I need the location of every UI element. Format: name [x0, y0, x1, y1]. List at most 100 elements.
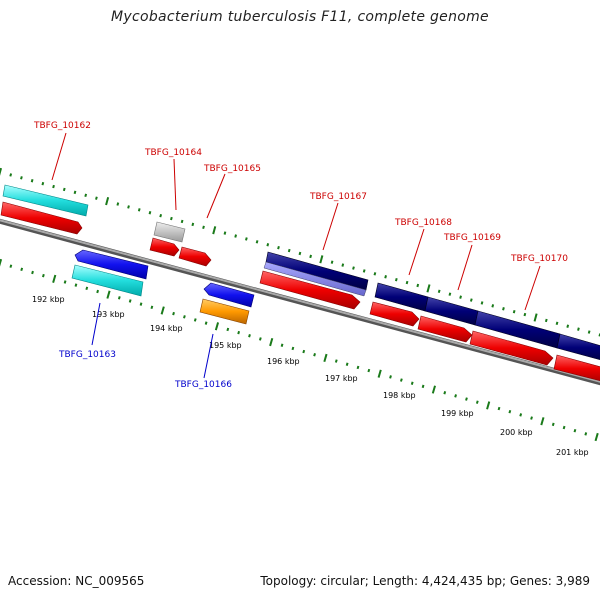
major-tick [377, 369, 382, 378]
gene-label-tbfg-10168[interactable]: TBFG_10168 [394, 218, 452, 228]
minor-tick [459, 295, 462, 299]
outer-tick-track [0, 167, 600, 337]
minor-tick [148, 211, 152, 215]
label-leaders [51, 132, 541, 379]
major-tick [0, 258, 3, 267]
minor-tick [150, 305, 154, 310]
minor-tick [512, 309, 516, 314]
gene-misc-feature[interactable] [263, 261, 367, 297]
minor-tick [139, 302, 143, 306]
gene-label-tbfg-10167[interactable]: TBFG_10167 [309, 192, 367, 202]
gene-feature[interactable] [553, 354, 600, 382]
minor-tick [373, 272, 377, 276]
gene-label-tbfg-10166[interactable]: TBFG_10166 [174, 380, 232, 390]
minor-tick [277, 245, 280, 250]
gene-cds-feature[interactable] [153, 221, 186, 243]
major-tick [431, 385, 437, 394]
minor-tick [116, 202, 120, 206]
minor-tick [245, 237, 248, 241]
gene-feature[interactable] [0, 201, 83, 235]
minor-tick [555, 321, 559, 326]
minor-tick [74, 283, 78, 287]
gene-label-tbfg-10165[interactable]: TBFG_10165 [203, 164, 261, 174]
gene-feature[interactable] [417, 315, 473, 343]
kbp-tick-label: 195 kbp [209, 341, 242, 350]
minor-tick [469, 298, 473, 302]
minor-tick [480, 301, 484, 305]
minor-tick [587, 330, 591, 334]
minor-tick [280, 343, 284, 347]
minor-tick [497, 406, 501, 411]
gene-cds-feature[interactable] [71, 264, 144, 297]
minor-tick [52, 184, 55, 189]
minor-tick [566, 324, 570, 328]
minor-tick [73, 190, 77, 195]
minor-tick [193, 318, 197, 322]
kbp-tick-label: 192 kbp [32, 295, 65, 304]
major-tick [533, 313, 538, 322]
minor-tick [291, 346, 295, 351]
minor-tick [127, 205, 130, 209]
minor-tick [117, 296, 121, 300]
minor-tick [410, 381, 414, 385]
minor-tick [416, 283, 420, 288]
kbp-tick-label: 198 kbp [383, 391, 416, 400]
major-tick [540, 417, 545, 426]
minor-tick [63, 280, 67, 284]
minor-tick [226, 327, 230, 332]
minor-tick [170, 216, 173, 221]
minor-tick [96, 289, 100, 294]
minor-tick [30, 179, 34, 183]
gene-cds-feature[interactable] [2, 184, 89, 217]
minor-tick [137, 208, 141, 212]
gene-label-tbfg-10164[interactable]: TBFG_10164 [144, 148, 202, 158]
kbp-tick-label: 196 kbp [267, 357, 300, 366]
major-tick [160, 306, 165, 315]
gene-feature[interactable] [178, 246, 212, 267]
map-title: Mycobacterium tuberculosis F11, complete… [111, 9, 489, 25]
minor-tick [356, 365, 360, 370]
minor-tick [9, 173, 13, 177]
major-tick [212, 226, 217, 235]
major-tick [594, 432, 599, 442]
minor-tick [172, 311, 175, 316]
minor-tick [345, 362, 349, 366]
major-tick [486, 401, 491, 410]
gene-feature[interactable] [203, 282, 255, 308]
gene-feature[interactable] [149, 237, 180, 257]
kbp-tick-label: 199 kbp [441, 409, 474, 418]
gene-label-tbfg-10162[interactable]: TBFG_10162 [33, 121, 91, 131]
minor-tick [183, 315, 186, 319]
minor-tick [454, 394, 457, 398]
gene-label-tbfg-10170[interactable]: TBFG_10170 [510, 254, 568, 264]
gene-feature[interactable] [259, 270, 361, 310]
gene-feature[interactable] [74, 249, 149, 280]
minor-tick [475, 400, 479, 404]
minor-tick [128, 299, 132, 303]
minor-tick [389, 375, 392, 379]
minor-tick [341, 263, 345, 267]
minor-tick [255, 240, 259, 244]
minor-tick [584, 432, 588, 436]
minor-tick [223, 231, 227, 235]
minor-tick [562, 425, 566, 430]
minor-tick [41, 181, 45, 186]
minor-tick [405, 280, 409, 285]
gene-labels: TBFG_10162 TBFG_10164 TBFG_10165 TBFG_10… [33, 121, 568, 390]
minor-tick [202, 225, 205, 230]
gene-label-tbfg-10169[interactable]: TBFG_10169 [443, 233, 501, 243]
gene-feature[interactable] [369, 301, 420, 327]
gene-cds-feature[interactable] [199, 298, 250, 325]
minor-tick [248, 334, 251, 338]
minor-tick [448, 292, 452, 296]
kbp-tick-label: 193 kbp [92, 310, 125, 319]
minor-tick [180, 219, 184, 224]
minor-tick [31, 270, 34, 275]
kbp-tick-label: 194 kbp [150, 324, 183, 333]
genome-summary-text: Topology: circular; Length: 4,424,435 bp… [260, 574, 590, 588]
gene-cds-feature[interactable] [556, 333, 600, 361]
gene-feature[interactable] [469, 330, 554, 366]
gene-label-tbfg-10163[interactable]: TBFG_10163 [58, 350, 116, 360]
minor-tick [20, 176, 23, 180]
minor-tick [334, 359, 338, 363]
